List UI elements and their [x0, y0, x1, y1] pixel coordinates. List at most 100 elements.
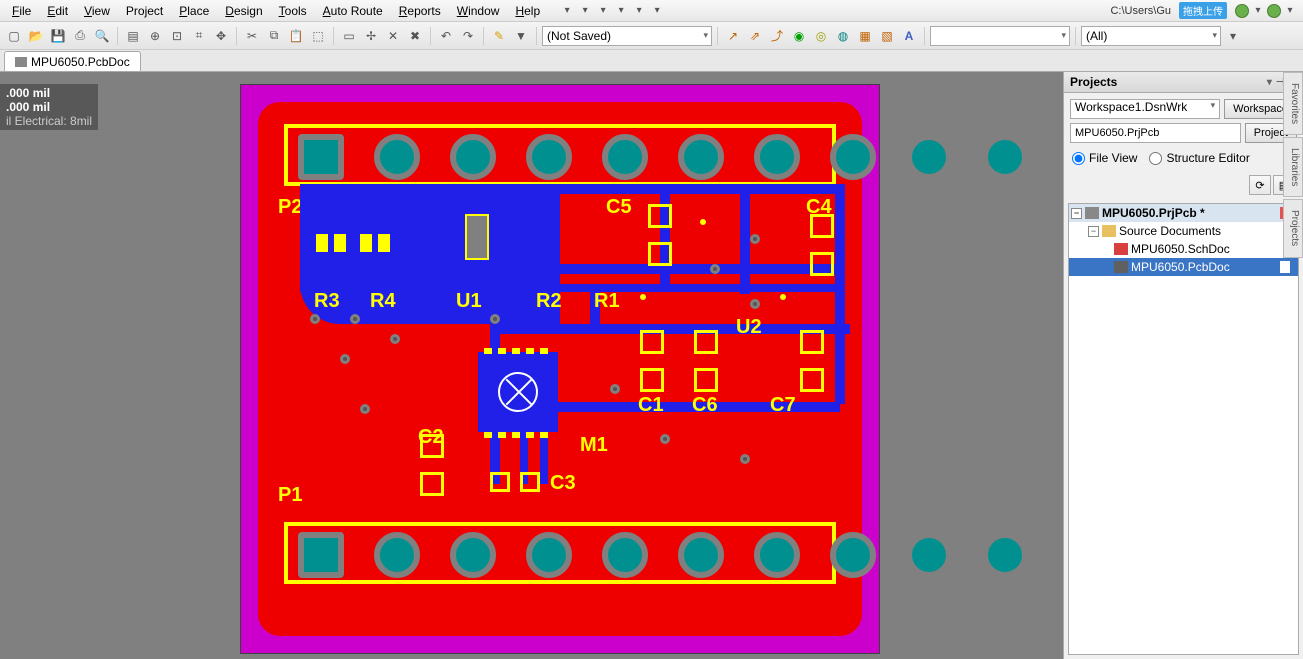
menu-design[interactable]: Design	[217, 2, 270, 20]
pad[interactable]	[374, 134, 420, 180]
pad-row-bottom	[298, 532, 1028, 578]
pad[interactable]	[982, 134, 1028, 180]
text-icon[interactable]: A	[899, 26, 919, 46]
saved-combo[interactable]: (Not Saved)	[542, 26, 712, 46]
menu-reports[interactable]: Reports	[391, 2, 449, 20]
project-input[interactable]	[1070, 123, 1241, 143]
pad[interactable]	[906, 134, 952, 180]
pad[interactable]	[374, 532, 420, 578]
move-icon[interactable]: ✢	[361, 26, 381, 46]
refresh-icon[interactable]: ⟳	[1249, 175, 1271, 195]
pad[interactable]	[754, 134, 800, 180]
route3-icon[interactable]: ⤴	[767, 26, 787, 46]
save-icon[interactable]: 💾	[48, 26, 68, 46]
sidetab-projects[interactable]: Projects	[1283, 199, 1303, 257]
new-icon[interactable]: ▢	[4, 26, 24, 46]
pcb-board[interactable]: P2 P1	[240, 84, 880, 654]
pad[interactable]	[526, 134, 572, 180]
pad[interactable]	[982, 532, 1028, 578]
pad[interactable]	[602, 532, 648, 578]
fill-icon[interactable]: ▦	[855, 26, 875, 46]
via-icon[interactable]: ◉	[789, 26, 809, 46]
menu-file[interactable]: File	[4, 2, 39, 20]
zoom-icon[interactable]: ⊕	[145, 26, 165, 46]
ref-p2: P2	[278, 196, 302, 219]
upload-badge[interactable]: 拖拽上传	[1179, 2, 1227, 19]
workspace-combo[interactable]: Workspace1.DsnWrk ▾	[1070, 99, 1220, 119]
preview-icon[interactable]: 🔍	[92, 26, 112, 46]
status-dot-1[interactable]	[1235, 4, 1249, 18]
route2-icon[interactable]: ⇗	[745, 26, 765, 46]
document-tabs: MPU6050.PcbDoc	[0, 50, 1303, 72]
pad-icon[interactable]: ◎	[811, 26, 831, 46]
pad[interactable]	[906, 532, 952, 578]
zoomfit-icon[interactable]: ⊡	[167, 26, 187, 46]
deselect-icon[interactable]: ✕	[383, 26, 403, 46]
menu-window[interactable]: Window	[449, 2, 508, 20]
tree-folder[interactable]: − Source Documents	[1069, 222, 1298, 240]
menu-autoroute[interactable]: Auto Route	[315, 2, 391, 20]
pad[interactable]	[830, 134, 876, 180]
menu-edit[interactable]: Edit	[39, 2, 76, 20]
toolbar-dropdown-3[interactable]: ▾	[595, 3, 611, 19]
toolbar-dropdown-4[interactable]: ▾	[613, 3, 629, 19]
menu-place[interactable]: Place	[171, 2, 217, 20]
radio-structure[interactable]: Structure Editor	[1149, 151, 1249, 165]
select-icon[interactable]: ▭	[339, 26, 359, 46]
zoomarea-icon[interactable]: ⌗	[189, 26, 209, 46]
empty-combo[interactable]	[930, 26, 1070, 46]
pcb-canvas[interactable]: .000 mil .000 mil il Electrical: 8mil	[0, 72, 1063, 659]
pad[interactable]	[450, 532, 496, 578]
poly-icon[interactable]: ▧	[877, 26, 897, 46]
toolbar-dropdown-2[interactable]: ▾	[577, 3, 593, 19]
status-dd-1[interactable]: ▾	[1250, 3, 1266, 19]
pad[interactable]	[754, 532, 800, 578]
cut-icon[interactable]: ✂	[242, 26, 262, 46]
menu-view[interactable]: View	[76, 2, 118, 20]
panel-dropdown-icon[interactable]: ▾	[1267, 77, 1272, 88]
print-icon[interactable]: ⎙	[70, 26, 90, 46]
toolbar-dropdown-1[interactable]: ▾	[559, 3, 575, 19]
menu-tools[interactable]: Tools	[271, 2, 315, 20]
panel-title-bar[interactable]: Projects ▾ ⊣ ✕	[1064, 72, 1303, 93]
pad[interactable]	[830, 532, 876, 578]
toolbar-dropdown-6[interactable]: ▾	[649, 3, 665, 19]
sidetab-libraries[interactable]: Libraries	[1283, 137, 1303, 197]
tab-pcbdoc[interactable]: MPU6050.PcbDoc	[4, 51, 141, 71]
pad[interactable]	[678, 134, 724, 180]
status-dd-2[interactable]: ▾	[1282, 3, 1298, 19]
pad[interactable]	[298, 532, 344, 578]
redo-icon[interactable]: ↷	[458, 26, 478, 46]
menu-help[interactable]: Help	[507, 2, 548, 20]
pan-icon[interactable]: ✥	[211, 26, 231, 46]
filter-icon[interactable]: ▼	[511, 26, 531, 46]
layers-icon[interactable]: ▤	[123, 26, 143, 46]
pad[interactable]	[678, 532, 724, 578]
filter2-icon[interactable]: ▾	[1223, 26, 1243, 46]
stamp-icon[interactable]: ⬚	[308, 26, 328, 46]
toolbar-dropdown-5[interactable]: ▾	[631, 3, 647, 19]
via2-icon[interactable]: ◍	[833, 26, 853, 46]
pad[interactable]	[602, 134, 648, 180]
open-icon[interactable]: 📂	[26, 26, 46, 46]
tree-schdoc[interactable]: MPU6050.SchDoc	[1069, 240, 1298, 258]
pad[interactable]	[526, 532, 572, 578]
paste-icon[interactable]: 📋	[286, 26, 306, 46]
highlight-icon[interactable]: ✎	[489, 26, 509, 46]
tree-root[interactable]: − MPU6050.PrjPcb *	[1069, 204, 1298, 222]
sidetab-favorites[interactable]: Favorites	[1283, 72, 1303, 135]
pad[interactable]	[298, 134, 344, 180]
undo-icon[interactable]: ↶	[436, 26, 456, 46]
tab-label: MPU6050.PcbDoc	[31, 55, 130, 69]
trace	[560, 184, 840, 194]
project-tree[interactable]: − MPU6050.PrjPcb * − Source Documents MP…	[1068, 203, 1299, 655]
status-dot-2[interactable]	[1267, 4, 1281, 18]
radio-fileview[interactable]: File View	[1072, 151, 1137, 165]
tree-pcbdoc[interactable]: MPU6050.PcbDoc	[1069, 258, 1298, 276]
copy-icon[interactable]: ⧉	[264, 26, 284, 46]
clear-icon[interactable]: ✖	[405, 26, 425, 46]
menu-project[interactable]: Project	[118, 2, 171, 20]
pad[interactable]	[450, 134, 496, 180]
all-combo[interactable]: (All)	[1081, 26, 1221, 46]
route-icon[interactable]: ↗	[723, 26, 743, 46]
